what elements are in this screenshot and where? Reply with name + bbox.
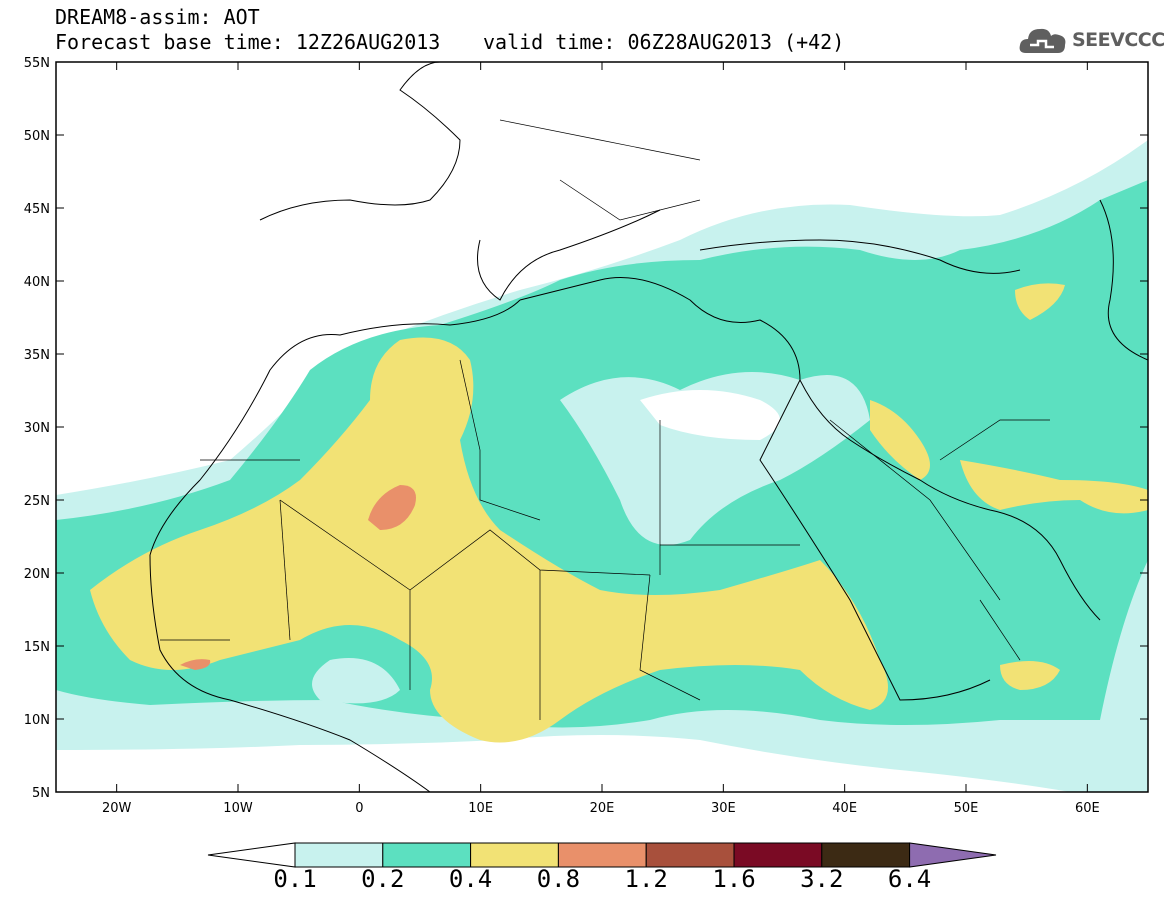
country-borders xyxy=(160,119,1050,720)
lon-label: 60E xyxy=(1075,801,1100,816)
lat-ticks: 55N 50N 45N 40N 35N 30N 25N 20N 15N 10N 5N xyxy=(24,56,1148,801)
aot-hole-med xyxy=(560,372,870,545)
lon-label: 10W xyxy=(223,801,253,816)
colorbar-level-label: 0.2 xyxy=(361,865,405,893)
lon-label: 50E xyxy=(954,801,979,816)
coastlines xyxy=(149,62,1148,792)
lon-label: 30E xyxy=(711,801,736,816)
colorbar-box xyxy=(733,842,823,868)
aot-hole-clear xyxy=(640,390,780,440)
lat-label: 30N xyxy=(24,421,50,436)
aot-region-high-gulf xyxy=(870,400,930,480)
lat-label: 40N xyxy=(24,275,50,290)
seevccc-logo: SEEVCCC xyxy=(1018,22,1165,58)
aot-region-high-yemen xyxy=(1000,661,1060,690)
lat-label: 5N xyxy=(32,786,50,801)
colorbar-level-label: 0.8 xyxy=(536,865,581,893)
lat-label: 35N xyxy=(24,348,50,363)
aot-field xyxy=(56,62,1148,792)
logo-text: SEEVCCC xyxy=(1072,29,1165,51)
lat-label: 50N xyxy=(24,129,50,144)
colorbar-box xyxy=(645,842,735,868)
colorbar-boxes xyxy=(207,842,997,868)
aot-region-max-sahara xyxy=(368,485,416,530)
aot-region-high-oman xyxy=(960,460,1148,514)
colorbar-level-label: 1.2 xyxy=(624,865,668,893)
lat-label: 25N xyxy=(24,494,50,509)
map-title: DREAM8-assim: AOT xyxy=(55,5,260,29)
lon-label: 10E xyxy=(468,801,493,816)
lon-ticks: 20W 10W 0 10E 20E 30E 40E 50E 60E xyxy=(102,62,1100,816)
colorbar-box xyxy=(294,842,384,868)
aot-region-high xyxy=(90,337,888,743)
colorbar-level-label: 6.4 xyxy=(887,865,932,893)
lat-label: 45N xyxy=(24,202,50,217)
colorbar-under-triangle xyxy=(207,842,296,868)
aot-hole-lybia xyxy=(312,658,400,704)
colorbar-box xyxy=(821,842,911,868)
lon-label: 40E xyxy=(832,801,857,816)
lon-label: 20E xyxy=(590,801,615,816)
colorbar-level-label: 1.6 xyxy=(712,865,756,893)
forecast-base-time: Forecast base time: 12Z26AUG2013 xyxy=(55,30,441,54)
aot-region-max-sahel xyxy=(180,659,211,670)
cloud-icon xyxy=(1019,28,1066,53)
colorbar-level-label: 0.4 xyxy=(448,865,493,893)
colorbar-box xyxy=(557,842,647,868)
colorbar-level-label: 3.2 xyxy=(800,865,844,893)
colorbar-box xyxy=(382,842,472,868)
lon-label: 20W xyxy=(102,801,132,816)
colorbar-box xyxy=(470,842,559,868)
colorbar-level-label: 0.1 xyxy=(273,865,317,893)
lat-label: 55N xyxy=(24,56,50,71)
lon-label: 0 xyxy=(355,801,363,816)
lat-label: 15N xyxy=(24,640,50,655)
lat-label: 20N xyxy=(24,567,50,582)
colorbar-over-triangle xyxy=(909,842,997,868)
aot-region-high-iran xyxy=(1015,283,1065,320)
lat-label: 10N xyxy=(24,713,50,728)
valid-time: valid time: 06Z28AUG2013 (+42) xyxy=(483,30,845,54)
